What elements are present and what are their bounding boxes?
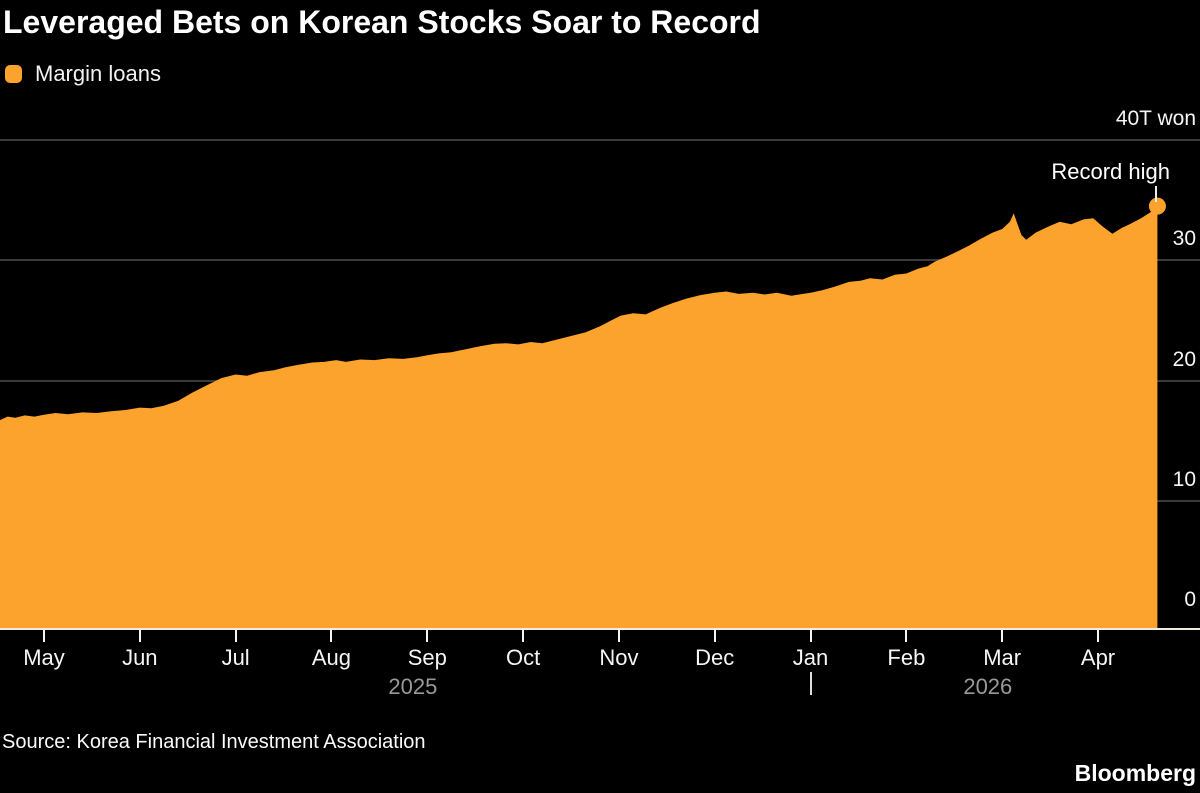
page-title: Leveraged Bets on Korean Stocks Soar to … bbox=[3, 4, 761, 40]
x-tick-label: Mar bbox=[983, 645, 1022, 670]
x-tick bbox=[1097, 630, 1100, 642]
x-tick-label: Jan bbox=[792, 645, 829, 670]
y-gridline bbox=[0, 259, 1200, 262]
x-tick-label: Nov bbox=[599, 645, 639, 670]
record-high-annotation: Record high bbox=[1051, 159, 1170, 184]
x-tick-label: May bbox=[23, 645, 65, 670]
y-tick-label: 20 bbox=[1172, 347, 1196, 371]
y-tick-label: 0 bbox=[1184, 588, 1196, 611]
y-tick-label: 40T won bbox=[1115, 107, 1196, 130]
x-tick-label: Jul bbox=[221, 645, 250, 670]
margin-loans-area bbox=[0, 206, 1158, 629]
x-tick bbox=[43, 630, 45, 642]
x-tick bbox=[234, 630, 237, 642]
year-label: 2026 bbox=[963, 674, 1013, 699]
bloomberg-logo: Bloomberg bbox=[1074, 760, 1196, 786]
x-tick-label: Aug bbox=[311, 645, 352, 670]
x-tick-label: Dec bbox=[695, 645, 735, 670]
x-tick bbox=[809, 630, 812, 642]
y-tick-label: 10 bbox=[1172, 467, 1196, 491]
x-tick bbox=[617, 630, 620, 642]
x-tick bbox=[522, 630, 525, 642]
x-tick bbox=[330, 630, 333, 642]
record-high-pointer bbox=[1155, 186, 1158, 202]
x-tick-label: Apr bbox=[1080, 645, 1116, 670]
x-tick bbox=[905, 630, 908, 642]
x-tick bbox=[426, 630, 429, 642]
y-tick-label: 30 bbox=[1172, 227, 1196, 251]
x-tick bbox=[713, 630, 716, 642]
source-note: Source: Korea Financial Investment Assoc… bbox=[2, 731, 426, 753]
year-divider-icon bbox=[809, 672, 812, 695]
legend-swatch-icon bbox=[5, 65, 22, 83]
year-label: 2025 bbox=[388, 674, 438, 699]
x-tick-label: Sep bbox=[407, 645, 447, 670]
x-tick-label: Feb bbox=[887, 645, 926, 670]
legend: Margin loans bbox=[5, 61, 161, 87]
x-axis-line bbox=[0, 628, 1200, 630]
x-tick bbox=[1001, 630, 1004, 642]
x-tick-label: Jun bbox=[122, 645, 158, 670]
x-tick-label: Oct bbox=[505, 645, 541, 670]
record-high-dot bbox=[1148, 197, 1166, 215]
x-tick bbox=[138, 630, 141, 642]
y-gridline bbox=[0, 139, 1200, 141]
legend-label: Margin loans bbox=[35, 61, 161, 86]
